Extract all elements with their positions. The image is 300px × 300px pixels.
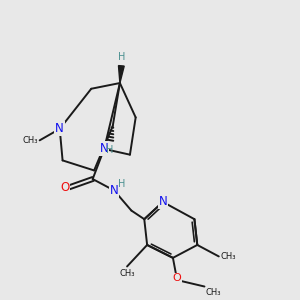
Text: O: O	[173, 274, 182, 284]
Text: N: N	[100, 142, 109, 155]
Polygon shape	[118, 66, 124, 83]
Text: CH₃: CH₃	[119, 269, 135, 278]
Text: CH₃: CH₃	[220, 252, 236, 261]
Text: CH₃: CH₃	[206, 288, 221, 297]
Text: H: H	[118, 179, 125, 189]
Text: O: O	[60, 181, 70, 194]
Text: N: N	[110, 184, 118, 197]
Text: N: N	[158, 196, 167, 208]
Text: CH₃: CH₃	[23, 136, 38, 145]
Text: N: N	[55, 122, 64, 135]
Text: H: H	[118, 52, 126, 62]
Text: H: H	[106, 145, 113, 155]
